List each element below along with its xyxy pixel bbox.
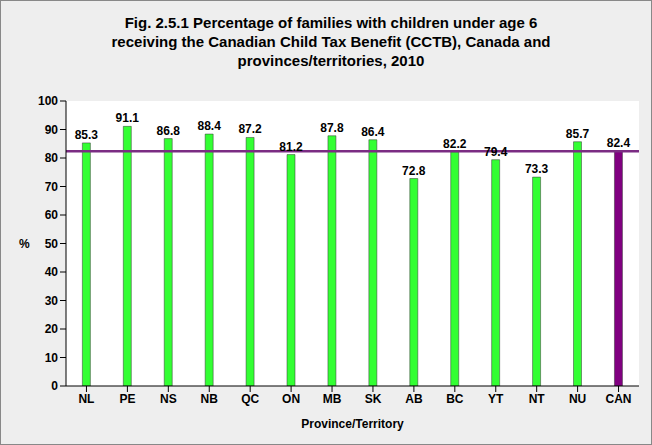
svg-text:BC: BC bbox=[446, 392, 464, 406]
svg-text:SK: SK bbox=[365, 392, 382, 406]
svg-text:50: 50 bbox=[45, 237, 59, 251]
svg-text:87.2: 87.2 bbox=[238, 122, 262, 136]
svg-text:40: 40 bbox=[45, 265, 59, 279]
svg-text:80: 80 bbox=[45, 151, 59, 165]
svg-text:%: % bbox=[19, 237, 30, 251]
svg-text:QC: QC bbox=[241, 392, 259, 406]
svg-text:87.8: 87.8 bbox=[320, 121, 344, 135]
svg-text:60: 60 bbox=[45, 208, 59, 222]
svg-text:ON: ON bbox=[282, 392, 300, 406]
svg-text:81.2: 81.2 bbox=[279, 140, 303, 154]
svg-text:85.3: 85.3 bbox=[75, 128, 99, 142]
svg-text:0: 0 bbox=[51, 379, 58, 393]
svg-text:91.1: 91.1 bbox=[116, 111, 140, 125]
svg-text:NB: NB bbox=[201, 392, 219, 406]
svg-text:72.8: 72.8 bbox=[402, 164, 426, 178]
svg-text:20: 20 bbox=[45, 322, 59, 336]
html-text:Fig. 2.5.1 Percentage of famil: Fig. 2.5.1 Percentage of families with c… bbox=[111, 14, 551, 69]
svg-text:86.8: 86.8 bbox=[157, 124, 181, 138]
svg-text:10: 10 bbox=[45, 351, 59, 365]
svg-text:90: 90 bbox=[45, 123, 59, 137]
svg-text:NU: NU bbox=[569, 392, 586, 406]
svg-text:CAN: CAN bbox=[606, 392, 632, 406]
svg-text:82.4: 82.4 bbox=[607, 136, 631, 150]
svg-text:Province/Territory: Province/Territory bbox=[301, 417, 404, 431]
svg-text:100: 100 bbox=[38, 94, 58, 108]
svg-text:NT: NT bbox=[529, 392, 546, 406]
svg-text:MB: MB bbox=[323, 392, 342, 406]
svg-text:85.7: 85.7 bbox=[566, 127, 590, 141]
svg-text:82.2: 82.2 bbox=[443, 137, 467, 151]
svg-text:86.4: 86.4 bbox=[361, 125, 385, 139]
svg-text:AB: AB bbox=[405, 392, 423, 406]
svg-text:PE: PE bbox=[119, 392, 135, 406]
svg-text:NS: NS bbox=[160, 392, 177, 406]
svg-text:73.3: 73.3 bbox=[525, 162, 549, 176]
svg-text:30: 30 bbox=[45, 294, 59, 308]
svg-text:NL: NL bbox=[78, 392, 94, 406]
svg-text:70: 70 bbox=[45, 180, 59, 194]
svg-text:79.4: 79.4 bbox=[484, 145, 508, 159]
svg-text:YT: YT bbox=[488, 392, 504, 406]
svg-text:88.4: 88.4 bbox=[197, 119, 221, 133]
